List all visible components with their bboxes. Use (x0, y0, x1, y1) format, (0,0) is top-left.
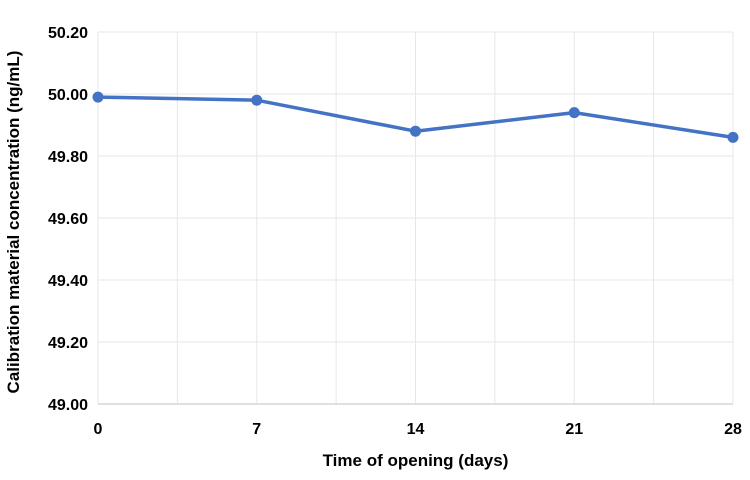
y-tick-labels: 50.20 50.00 49.80 49.60 49.40 49.20 49.00 (48, 25, 88, 414)
y-tick-label: 50.00 (48, 87, 88, 104)
y-axis-title: Calibration material concentration (ng/m… (4, 50, 23, 394)
series-markers (92, 91, 739, 143)
y-tick-label: 49.20 (48, 335, 88, 352)
x-tick-label: 0 (94, 421, 103, 438)
data-point (727, 131, 739, 143)
x-axis-title: Time of opening (days) (322, 451, 509, 470)
x-tick-label: 14 (407, 421, 425, 438)
y-tick-label: 49.00 (48, 397, 88, 414)
y-tick-label: 49.80 (48, 149, 88, 166)
x-tick-label: 28 (724, 421, 742, 438)
x-tick-labels: 0 7 14 21 28 (94, 421, 742, 438)
data-point (251, 94, 263, 106)
x-tick-label: 7 (252, 421, 261, 438)
vertical-gridlines (97, 32, 734, 404)
data-point (92, 91, 104, 103)
y-tick-label: 49.40 (48, 273, 88, 290)
y-tick-label: 50.20 (48, 25, 88, 42)
y-tick-label: 49.60 (48, 211, 88, 228)
x-tick-label: 21 (565, 421, 583, 438)
data-point (410, 125, 421, 137)
data-point (568, 107, 580, 119)
